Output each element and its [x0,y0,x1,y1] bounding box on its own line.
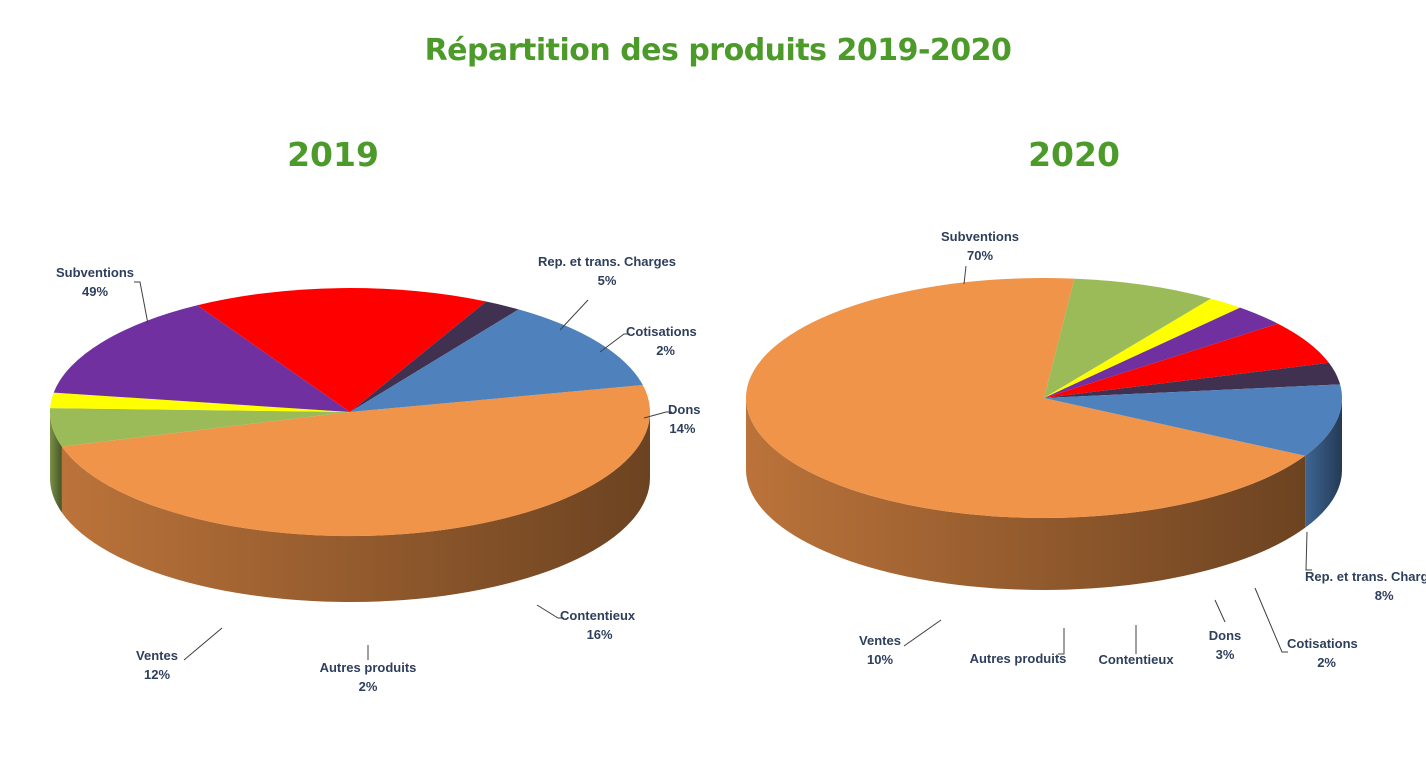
slice-value-cotisations: 2% [656,343,675,358]
leader-line-cotisations [1254,587,1288,653]
slice-dons [1044,307,1278,398]
slice-contentieux [197,288,487,412]
slice-value-autres-produits: 2% [359,679,378,694]
slice-cotisations [50,392,350,412]
slice-label-cotisations: Cotisations [626,324,697,339]
slice-value-dons: 3% [1216,647,1235,662]
slice-rep-et-trans-charges [49,408,351,447]
slice-rep-et-trans-charges [1044,278,1211,398]
slice-value-subventions: 70% [967,248,993,263]
slice-ventes [1044,384,1343,456]
slice-label-dons: Dons [668,402,701,417]
slice-value-contentieux: 16% [587,627,613,642]
leader-line-rep-et-trans-charges [559,299,589,331]
chart-title-2020: 2020 [1028,135,1120,174]
slice-value-rep-et-trans-charges: 5% [598,273,617,288]
leader-line-dons [643,411,672,419]
slice-label-rep-et-trans-charges: Rep. et trans. Charges [1305,569,1426,584]
leader-line-contentieux [536,604,564,619]
slice-label-autres-produits: Autres produits [970,651,1067,666]
pie-chart-2020: 2020 Subventions 70% Rep. et trans. Charge… [745,135,1426,670]
slice-side-subventions [746,398,1306,590]
page-title: Répartition des produits 2019-2020 [425,33,1012,68]
slice-label-cotisations: Cotisations [1287,636,1358,651]
slice-label-subventions: Subventions [56,265,134,280]
leader-line-ventes [183,627,223,661]
leader-line-ventes [903,619,942,647]
slice-ventes [350,309,643,412]
slice-label-contentieux: Contentieux [1098,652,1174,667]
slice-value-subventions: 49% [82,284,108,299]
slice-label-rep-et-trans-charges: Rep. et trans. Charges [538,254,676,269]
slice-autres-produits [350,301,519,412]
slice-dons [53,305,350,412]
slice-cotisations [1044,298,1241,398]
slice-label-autres-produits: Autres produits [320,660,417,675]
leader-line-rep-et-trans-charges [1305,531,1312,571]
slice-subventions [61,385,651,537]
slice-side-subventions [61,412,650,603]
slice-label-ventes: Ventes [136,648,178,663]
leader-line-dons [1214,599,1226,623]
slice-value-ventes: 12% [144,667,170,682]
slice-side-rep-et-trans-charges [49,412,62,513]
slice-side-ventes [1305,398,1342,528]
slice-value-ventes: 10% [867,652,893,667]
slice-label-ventes: Ventes [859,633,901,648]
slice-value-rep-et-trans-charges: 8% [1375,588,1394,603]
slice-label-dons: Dons [1209,628,1242,643]
leader-line-subventions [134,281,149,325]
slice-value-cotisations: 2% [1317,655,1336,670]
leader-line-autres-produits [1058,628,1065,655]
chart-title-2019: 2019 [287,135,379,174]
slice-subventions [745,277,1306,518]
pie-chart-2019: 2019 Subventions 49% Rep. et trans. Charge… [49,135,701,694]
slice-label-contentieux: Contentieux [560,608,636,623]
leader-line-subventions [963,265,967,285]
slice-value-dons: 14% [669,421,695,436]
slice-contentieux [1044,323,1329,398]
slice-label-subventions: Subventions [941,229,1019,244]
slice-autres-produits [1044,362,1341,398]
leader-line-cotisations [599,333,630,353]
